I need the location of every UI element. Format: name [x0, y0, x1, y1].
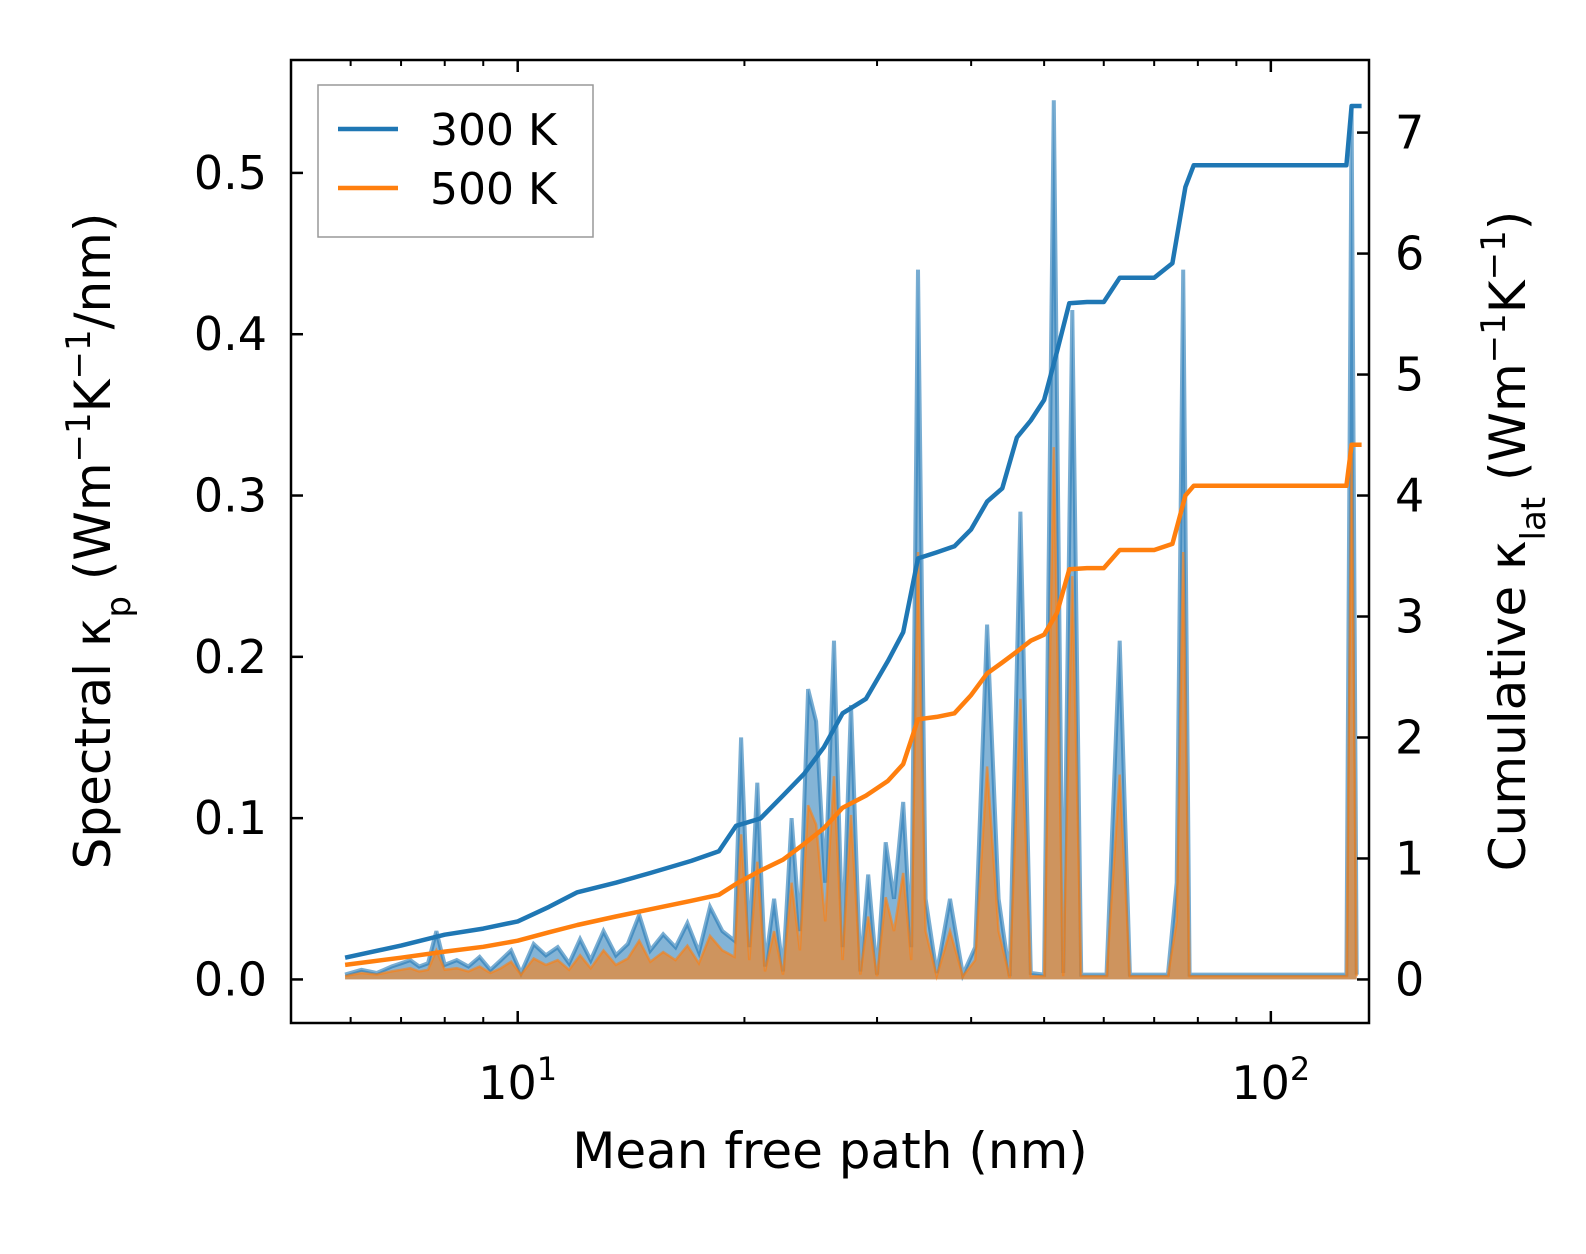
- right-y-tick-label: 4: [1395, 469, 1424, 523]
- right-y-tick-label: 1: [1395, 831, 1424, 885]
- legend-box: [317, 84, 594, 238]
- right-y-tick-label: 3: [1395, 590, 1424, 644]
- left-y-tick-label: 0.4: [194, 307, 267, 361]
- x-tick-label: 102: [1231, 1050, 1310, 1110]
- plot-frame: [289, 58, 1371, 1025]
- ticks-layer: 101 102 0.0 0.1 0.2 0.3 0.4 0.5 0 1 2 3 4 5 6 7: [194, 60, 1424, 1110]
- left-y-tick-label: 0.1: [194, 791, 267, 845]
- legend-label-500k: 500 K: [430, 164, 558, 215]
- left-y-tick-label: 0.2: [194, 630, 267, 684]
- series-layer: [344, 100, 1362, 982]
- x-axis-title: Mean free path (nm): [572, 1122, 1088, 1180]
- spectral-line-500k: [344, 447, 1358, 981]
- right-y-tick-label: 0: [1395, 952, 1424, 1006]
- spectral-line-300k: [344, 100, 1359, 982]
- cumulative-line-300k: [344, 103, 1362, 960]
- left-axis-title: Spectral κp (Wm−1K−1/nm): [59, 213, 139, 870]
- left-y-tick-label: 0.3: [194, 469, 267, 523]
- cumulative-line-500k: [344, 442, 1362, 968]
- left-y-tick-label: 0.5: [194, 146, 267, 200]
- left-y-tick-label: 0.0: [194, 952, 267, 1006]
- legend: 300 K 500 K: [317, 84, 594, 238]
- right-y-tick-label: 5: [1395, 348, 1424, 402]
- right-y-tick-label: 7: [1395, 106, 1424, 160]
- x-tick-label: 101: [478, 1050, 557, 1110]
- right-axis-title: Cumulative κlat (Wm−1K−1): [1474, 211, 1554, 871]
- right-y-tick-label: 2: [1395, 710, 1424, 764]
- spectral-area-500k: [345, 447, 1357, 980]
- legend-label-300k: 300 K: [430, 105, 558, 156]
- right-y-tick-label: 6: [1395, 227, 1424, 281]
